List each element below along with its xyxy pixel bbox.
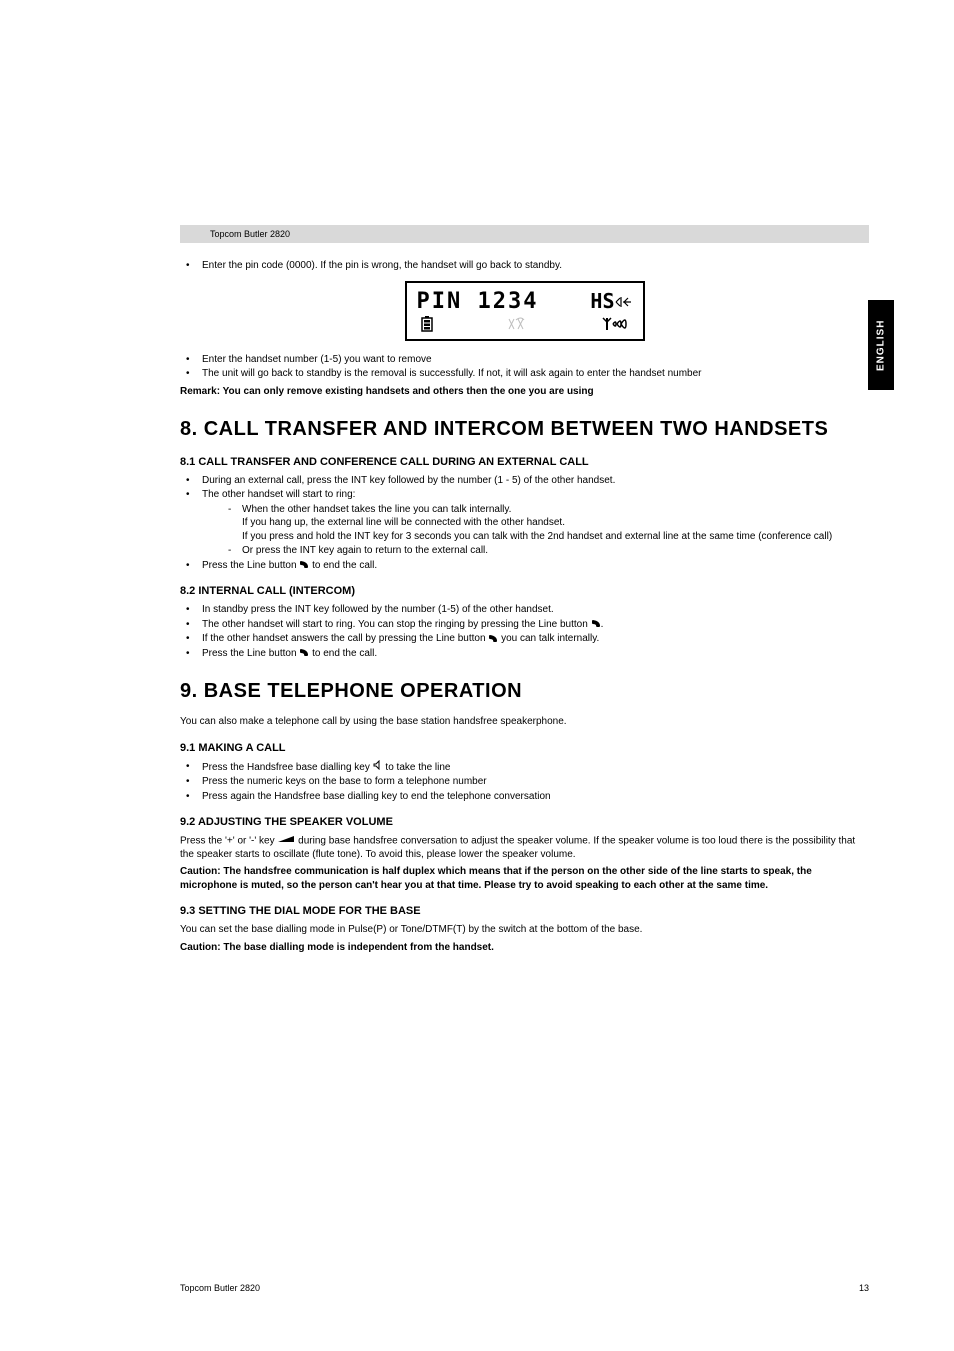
text: Enter the handset number (1-5) you want … bbox=[202, 354, 432, 365]
phone-icon bbox=[299, 648, 309, 658]
text: The other handset will start to ring. Yo… bbox=[202, 619, 591, 630]
section-9-1-title: 9.1 MAKING A CALL bbox=[180, 741, 869, 756]
text: Press the numeric keys on the base to fo… bbox=[202, 776, 487, 787]
list-item: Press again the Handsfree base dialling … bbox=[180, 790, 869, 804]
text: Or press the INT key again to return to … bbox=[242, 545, 488, 556]
page-content: Enter the pin code (0000). If the pin is… bbox=[180, 255, 869, 958]
list-item: The other handset will start to ring: Wh… bbox=[180, 488, 869, 558]
battery-icon bbox=[421, 316, 433, 336]
section-9-2-title: 9.2 ADJUSTING THE SPEAKER VOLUME bbox=[180, 815, 869, 830]
text: Press the Line button bbox=[202, 560, 299, 571]
sub-list: When the other handset takes the line yo… bbox=[202, 503, 869, 558]
list-item: Enter the pin code (0000). If the pin is… bbox=[180, 259, 869, 273]
text: Press the Handsfree base dialling key bbox=[202, 761, 373, 772]
section-9-1-list: Press the Handsfree base dialling key to… bbox=[180, 760, 869, 804]
lcd-top-row: PIN 1234 HS bbox=[417, 287, 633, 317]
language-tab-label: ENGLISH bbox=[876, 319, 887, 370]
list-item: When the other handset takes the line yo… bbox=[224, 503, 869, 544]
text: If the other handset answers the call by… bbox=[202, 633, 488, 644]
text: Press the Line button bbox=[202, 648, 299, 659]
section-9-2-caution: Caution: The handsfree communication is … bbox=[180, 865, 869, 892]
footer-product: Topcom Butler 2820 bbox=[180, 1283, 260, 1293]
signal-icon-dim bbox=[506, 317, 528, 335]
section-9-title: 9. BASE TELEPHONE OPERATION bbox=[180, 678, 869, 705]
text: Enter the pin code (0000). If the pin is… bbox=[202, 260, 562, 271]
text: Press again the Handsfree base dialling … bbox=[202, 791, 551, 802]
text: During an external call, press the INT k… bbox=[202, 475, 615, 486]
text: to end the call. bbox=[309, 648, 377, 659]
section-8-2-title: 8.2 INTERNAL CALL (INTERCOM) bbox=[180, 584, 869, 599]
text: Press the '+' or '-' key bbox=[180, 835, 277, 846]
section-9-intro: You can also make a telephone call by us… bbox=[180, 715, 869, 729]
list-item: Or press the INT key again to return to … bbox=[224, 544, 869, 558]
lcd-pin: PIN 1234 bbox=[417, 287, 539, 317]
text: to take the line bbox=[383, 761, 451, 772]
text: you can talk internally. bbox=[498, 633, 599, 644]
footer: Topcom Butler 2820 13 bbox=[180, 1283, 869, 1293]
text: The unit will go back to standby is the … bbox=[202, 368, 702, 379]
section-9-3-title: 9.3 SETTING THE DIAL MODE FOR THE BASE bbox=[180, 904, 869, 919]
text: If you hang up, the external line will b… bbox=[242, 517, 565, 528]
section-8-1-list: During an external call, press the INT k… bbox=[180, 474, 869, 573]
list-item: The unit will go back to standby is the … bbox=[180, 367, 869, 381]
header-product: Topcom Butler 2820 bbox=[210, 229, 290, 239]
remark: Remark: You can only remove existing han… bbox=[180, 385, 869, 399]
text: When the other handset takes the line yo… bbox=[242, 504, 511, 515]
volume-icon bbox=[277, 834, 295, 848]
text: to end the call. bbox=[309, 560, 377, 571]
list-item: If the other handset answers the call by… bbox=[180, 632, 869, 646]
list-item: In standby press the INT key followed by… bbox=[180, 603, 869, 617]
section-8-2-list: In standby press the INT key followed by… bbox=[180, 603, 869, 660]
list-item: Press the numeric keys on the base to fo… bbox=[180, 775, 869, 789]
lcd-bottom-row bbox=[417, 316, 633, 338]
text: In standby press the INT key followed by… bbox=[202, 604, 554, 615]
phone-icon bbox=[299, 560, 309, 570]
list-item: During an external call, press the INT k… bbox=[180, 474, 869, 488]
phone-icon bbox=[488, 634, 498, 644]
section-8-1-title: 8.1 CALL TRANSFER AND CONFERENCE CALL DU… bbox=[180, 455, 869, 470]
text: The other handset will start to ring: bbox=[202, 489, 355, 500]
list-item: Press the Handsfree base dialling key to… bbox=[180, 760, 869, 775]
phone-icon bbox=[591, 619, 601, 629]
speaker-icon bbox=[373, 760, 383, 775]
intro-list-1: Enter the pin code (0000). If the pin is… bbox=[180, 259, 869, 273]
lcd-display: PIN 1234 HS bbox=[405, 281, 645, 341]
section-9-3-body: You can set the base dialling mode in Pu… bbox=[180, 923, 869, 937]
text: If you press and hold the INT key for 3 … bbox=[242, 531, 832, 542]
lcd-hs: HS bbox=[590, 288, 632, 315]
list-item: Press the Line button to end the call. bbox=[180, 559, 869, 573]
list-item: Enter the handset number (1-5) you want … bbox=[180, 353, 869, 367]
section-8-title: 8. CALL TRANSFER AND INTERCOM BETWEEN TW… bbox=[180, 416, 869, 443]
antenna-icon bbox=[601, 316, 629, 336]
list-item: Press the Line button to end the call. bbox=[180, 647, 869, 661]
text: . bbox=[601, 619, 604, 630]
section-9-2-body: Press the '+' or '-' key during base han… bbox=[180, 834, 869, 861]
section-9-3-caution: Caution: The base dialling mode is indep… bbox=[180, 941, 869, 955]
intro-list-2: Enter the handset number (1-5) you want … bbox=[180, 353, 869, 381]
header-bar: Topcom Butler 2820 bbox=[180, 225, 869, 243]
footer-page: 13 bbox=[859, 1283, 869, 1293]
list-item: The other handset will start to ring. Yo… bbox=[180, 618, 869, 632]
language-tab: ENGLISH bbox=[868, 300, 894, 390]
